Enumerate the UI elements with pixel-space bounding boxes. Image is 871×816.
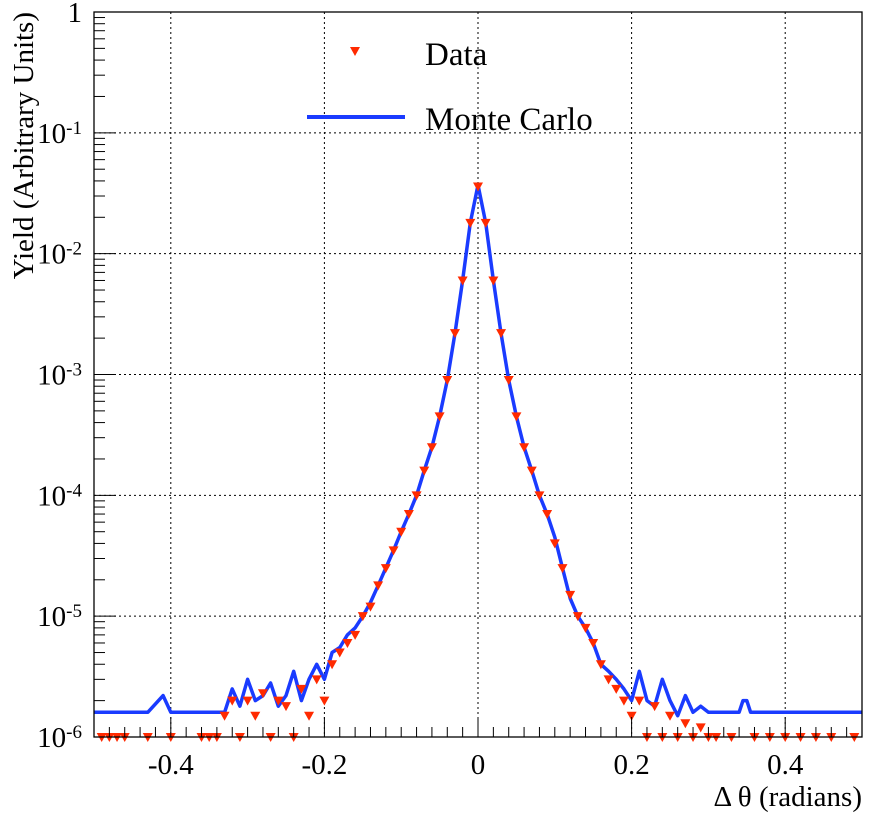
data-point <box>465 218 476 228</box>
data-point <box>357 612 368 622</box>
data-point <box>327 660 338 670</box>
data-point <box>403 510 414 520</box>
data-point <box>419 466 430 476</box>
data-point <box>665 711 675 721</box>
data-point <box>488 276 499 286</box>
legend-data-label: Data <box>425 37 488 73</box>
legend-data-marker <box>350 47 360 56</box>
data-point <box>442 376 453 386</box>
data-point <box>411 491 422 501</box>
data-point <box>219 711 230 721</box>
data-point <box>511 412 522 422</box>
data-point <box>449 329 460 339</box>
data-point <box>526 466 537 476</box>
data-point <box>319 696 330 706</box>
data-point <box>549 539 560 549</box>
data-point <box>618 696 629 706</box>
data-point <box>334 648 345 658</box>
data-point <box>388 546 399 556</box>
data-point <box>519 443 530 453</box>
x-tick-label: 0.2 <box>613 749 649 781</box>
data-point <box>311 675 322 685</box>
data-point <box>373 581 384 591</box>
data-point <box>396 527 407 537</box>
data-point <box>649 702 660 712</box>
data-point <box>296 684 307 694</box>
y-tick-label: 1 <box>68 0 83 29</box>
data-point <box>626 711 637 721</box>
data-point <box>565 590 576 600</box>
y-tick-label: 10-5 <box>37 601 82 634</box>
data-point <box>426 443 437 453</box>
data-point <box>580 623 591 633</box>
data-point <box>480 218 491 228</box>
data-point <box>257 689 268 699</box>
monte-carlo-series <box>94 183 862 718</box>
data-point <box>250 711 261 721</box>
y-tick-label: 10-3 <box>37 359 82 392</box>
y-tick-labels: 10-6 10-5 10-4 10-3 10-2 10-1 1 <box>37 0 82 754</box>
data-point <box>365 602 376 612</box>
y-tick-label: 10-6 <box>37 722 82 755</box>
data-point <box>503 376 514 386</box>
y-tick-label: 10-1 <box>37 117 82 150</box>
data-point <box>227 696 238 706</box>
data-point <box>534 491 545 501</box>
data-point <box>380 564 391 574</box>
data-point <box>603 675 614 685</box>
data-point <box>695 723 706 733</box>
y-axis-label: Yield (Arbitrary Units) <box>8 12 40 279</box>
data-point <box>342 638 353 648</box>
x-tick-label: -0.4 <box>148 749 194 781</box>
grid-lines <box>94 12 862 737</box>
data-point <box>588 638 599 648</box>
x-tick-label: 0 <box>471 749 486 781</box>
data-point <box>557 564 568 574</box>
monte-carlo-line <box>94 183 862 718</box>
data-point <box>350 630 361 640</box>
data-point <box>273 696 284 706</box>
x-axis-label: Δ θ (radians) <box>714 781 863 813</box>
data-point <box>680 719 691 729</box>
data-point <box>542 510 553 520</box>
legend-monte-carlo-label: Monte Carlo <box>425 102 593 138</box>
axis-ticks <box>93 11 863 738</box>
data-point <box>434 412 445 422</box>
data-point <box>595 660 606 670</box>
data-point <box>634 696 645 706</box>
x-tick-label: -0.2 <box>301 749 347 781</box>
x-tick-label: 0.4 <box>767 749 804 781</box>
data-point <box>496 329 507 339</box>
data-point <box>242 696 253 706</box>
y-tick-label: 10-2 <box>37 238 82 271</box>
data-point <box>457 276 468 286</box>
x-tick-labels: -0.4 -0.2 0 0.2 0.4 <box>148 749 804 781</box>
data-point <box>281 702 291 712</box>
data-point <box>572 612 583 622</box>
data-point <box>304 711 315 721</box>
data-point <box>473 182 483 192</box>
legend: Data Monte Carlo <box>307 37 593 138</box>
data-point <box>611 684 622 694</box>
y-tick-label: 10-4 <box>37 480 82 513</box>
